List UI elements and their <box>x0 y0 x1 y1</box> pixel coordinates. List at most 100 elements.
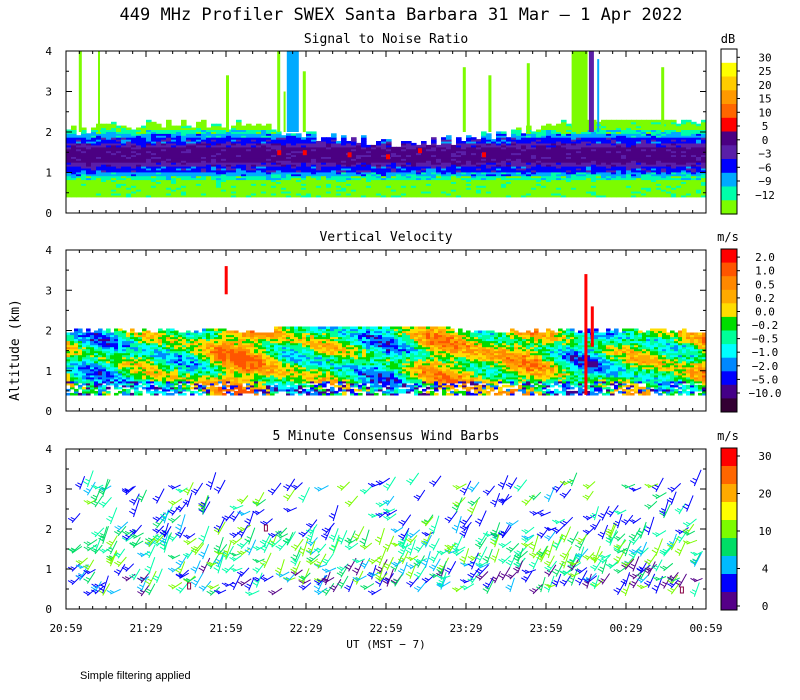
snr-cell <box>601 127 607 130</box>
vv-cell <box>106 374 111 378</box>
snr-cell <box>696 175 702 179</box>
snr-cell <box>131 185 137 188</box>
snr-cell <box>606 193 612 196</box>
snr-cell <box>591 148 597 152</box>
snr-cell <box>636 167 642 171</box>
snr-cell <box>651 142 657 146</box>
snr-cell <box>226 181 232 184</box>
snr-cell <box>166 181 172 184</box>
snr-cell <box>631 166 637 169</box>
snr-cell <box>186 171 192 175</box>
snr-cell <box>296 177 302 181</box>
snr-cell <box>131 167 137 171</box>
snr-cell <box>411 167 417 171</box>
snr-cell <box>301 137 307 140</box>
snr-cell <box>256 131 262 134</box>
snr-cell <box>686 181 692 184</box>
snr-cell <box>186 175 192 179</box>
snr-cell <box>191 169 197 173</box>
snr-cell <box>606 171 612 175</box>
snr-cell <box>126 183 132 186</box>
snr-cell <box>76 169 82 173</box>
snr-cell <box>216 160 222 163</box>
snr-cell <box>626 175 632 179</box>
snr-cell <box>76 173 82 177</box>
snr-cell <box>566 183 572 186</box>
snr-cell <box>191 167 197 171</box>
snr-cell <box>241 167 247 171</box>
vv-cell <box>90 376 95 380</box>
snr-cell <box>271 171 277 175</box>
snr-cell <box>556 133 562 136</box>
snr-cell <box>531 187 537 190</box>
snr-cell <box>286 169 292 173</box>
vv-cell <box>126 368 131 372</box>
snr-cell <box>646 162 652 165</box>
snr-cell <box>536 183 542 186</box>
snr-cell <box>156 135 162 138</box>
snr-cell <box>141 148 147 152</box>
snr-cell <box>441 179 447 182</box>
snr-cell <box>326 166 332 169</box>
snr-cell <box>346 177 352 181</box>
snr-cell <box>481 193 487 196</box>
snr-cell <box>496 169 502 173</box>
snr-cell <box>456 158 462 161</box>
snr-cell <box>651 183 657 186</box>
vv-cell <box>122 370 127 374</box>
snr-cell <box>291 142 297 146</box>
snr-cell <box>376 156 382 159</box>
snr-cell <box>166 139 172 142</box>
snr-cell <box>501 152 507 156</box>
snr-cell <box>241 181 247 184</box>
snr-cell <box>91 173 97 177</box>
snr-cell <box>636 164 642 167</box>
snr-cell <box>321 164 327 167</box>
snr-cell <box>566 129 572 132</box>
snr-cell <box>81 171 87 175</box>
snr-cell <box>581 189 587 192</box>
snr-cell <box>576 187 582 190</box>
snr-cell <box>261 167 267 171</box>
snr-cell <box>236 148 242 152</box>
snr-cell <box>396 167 402 171</box>
snr-cell <box>491 139 497 142</box>
snr-cell <box>91 160 97 163</box>
snr-cell <box>161 169 167 173</box>
snr-cell <box>246 175 252 179</box>
snr-cell <box>576 141 582 144</box>
snr-cell <box>101 135 107 138</box>
vv-cell <box>94 350 99 354</box>
snr-cell <box>126 144 132 148</box>
snr-cell <box>496 148 502 152</box>
snr-cell <box>561 171 567 175</box>
snr-cell <box>601 135 607 138</box>
snr-cell <box>506 156 512 159</box>
snr-cell <box>151 150 157 154</box>
snr-cell <box>336 194 342 198</box>
snr-cell <box>146 177 152 181</box>
snr-cell <box>71 177 77 181</box>
snr-cell <box>661 173 667 177</box>
snr-cell <box>226 193 232 196</box>
snr-cell <box>671 191 677 194</box>
snr-cell <box>111 121 117 125</box>
vv-cell <box>90 340 95 344</box>
snr-cell <box>611 179 617 182</box>
snr-cell <box>616 129 622 132</box>
snr-cell <box>276 156 282 159</box>
snr-cell <box>486 162 492 165</box>
snr-plume <box>588 51 594 132</box>
snr-cell <box>66 162 72 165</box>
snr-cell <box>481 173 487 177</box>
snr-cell <box>476 152 482 156</box>
vv-cell <box>102 344 107 348</box>
snr-cell <box>481 175 487 179</box>
snr-cell <box>71 187 77 190</box>
snr-cell <box>136 179 142 182</box>
vv-cell <box>114 374 119 378</box>
vv-cell <box>86 338 91 342</box>
snr-cell <box>571 135 577 138</box>
snr-cell <box>541 127 547 130</box>
snr-cell <box>621 146 627 150</box>
